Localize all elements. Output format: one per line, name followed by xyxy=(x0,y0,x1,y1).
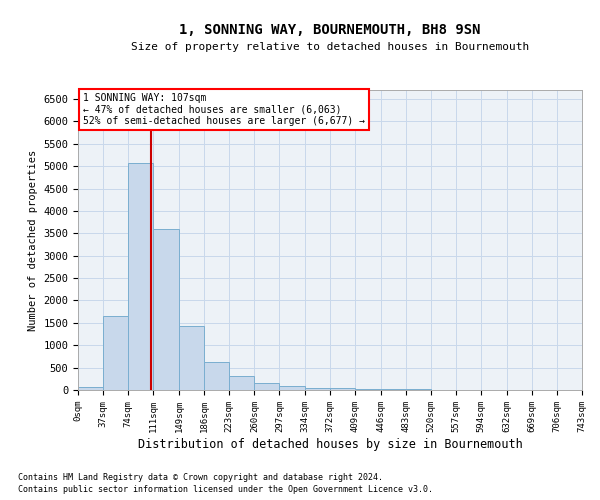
Bar xyxy=(280,386,305,390)
Text: Contains public sector information licensed under the Open Government Licence v3: Contains public sector information licen… xyxy=(18,485,433,494)
Text: 1 SONNING WAY: 107sqm
← 47% of detached houses are smaller (6,063)
52% of semi-d: 1 SONNING WAY: 107sqm ← 47% of detached … xyxy=(83,93,365,126)
Bar xyxy=(229,376,254,390)
Bar xyxy=(305,388,331,390)
X-axis label: Distribution of detached houses by size in Bournemouth: Distribution of detached houses by size … xyxy=(137,438,523,450)
Bar xyxy=(204,362,229,390)
Bar xyxy=(254,383,280,390)
Text: Contains HM Land Registry data © Crown copyright and database right 2024.: Contains HM Land Registry data © Crown c… xyxy=(18,472,383,482)
Text: Size of property relative to detached houses in Bournemouth: Size of property relative to detached ho… xyxy=(131,42,529,52)
Bar xyxy=(128,162,153,390)
Y-axis label: Number of detached properties: Number of detached properties xyxy=(28,150,38,330)
Bar xyxy=(78,386,103,390)
Text: 1, SONNING WAY, BOURNEMOUTH, BH8 9SN: 1, SONNING WAY, BOURNEMOUTH, BH8 9SN xyxy=(179,22,481,36)
Bar xyxy=(153,229,179,390)
Bar xyxy=(103,316,128,390)
Bar xyxy=(331,388,355,390)
Bar xyxy=(355,388,380,390)
Bar xyxy=(179,326,204,390)
Bar xyxy=(380,389,406,390)
